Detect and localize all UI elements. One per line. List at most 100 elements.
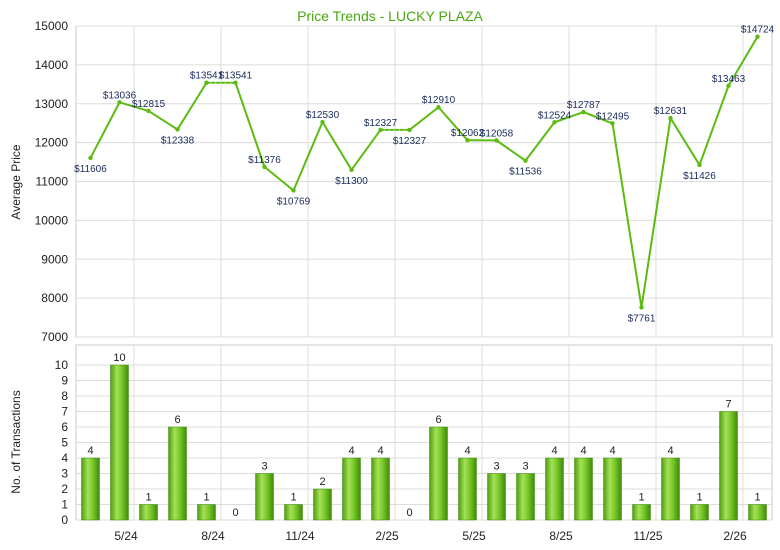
transactions-tick-label: 2 <box>61 482 68 496</box>
price-data-label: $12062 <box>451 128 485 139</box>
price-tick-label: 12000 <box>35 136 69 150</box>
price-line-segment <box>553 111 585 124</box>
chart-title: Price Trends - LUCKY PLAZA <box>297 8 483 24</box>
price-point <box>262 164 267 170</box>
price-data-label: $12530 <box>306 110 340 121</box>
transaction-bar <box>748 504 767 521</box>
transactions-tick-label: 0 <box>61 513 68 527</box>
x-tick-label: 11/24 <box>285 529 314 543</box>
price-point <box>146 108 151 114</box>
price-tick-label: 7000 <box>41 330 68 344</box>
x-tick-label: 5/24 <box>114 529 138 543</box>
transaction-bar <box>313 488 332 521</box>
price-point <box>697 162 702 168</box>
transaction-bar <box>197 504 216 521</box>
transaction-bar <box>168 426 187 521</box>
bar-value-label: 3 <box>261 461 267 473</box>
bar-value-label: 4 <box>551 445 557 457</box>
price-line-panel: 7000 8000 9000 10000 11000 12000 13000 14000 150… <box>35 19 775 344</box>
price-data-label: $12910 <box>422 95 456 106</box>
transaction-bar <box>81 457 100 521</box>
bar-value-label: 4 <box>609 445 615 457</box>
transaction-bar <box>661 457 680 521</box>
price-line-segment <box>669 117 701 166</box>
bar-value-label: 4 <box>464 445 470 457</box>
price-point <box>523 158 528 163</box>
transactions-axis-title: No. of Transactions <box>9 390 23 493</box>
price-data-label: $12787 <box>567 100 601 111</box>
price-point <box>291 188 296 193</box>
transactions-tick-label: 9 <box>61 374 68 388</box>
price-point <box>233 80 238 85</box>
bar-value-label: 6 <box>174 414 180 426</box>
price-point <box>320 119 325 125</box>
bar-value-label: 10 <box>113 352 125 364</box>
price-line-segment <box>437 106 469 142</box>
x-tick-label: 8/25 <box>549 529 573 543</box>
price-line-segment <box>292 121 324 192</box>
price-point <box>726 83 731 88</box>
transaction-bar <box>516 473 535 521</box>
price-data-label: $10769 <box>277 196 311 207</box>
price-tick-label: 15000 <box>35 19 69 33</box>
bar-value-label: 1 <box>145 492 151 504</box>
price-line-segment <box>234 81 266 168</box>
bar-value-label: 4 <box>580 445 586 457</box>
transaction-bar <box>371 457 390 521</box>
price-data-label: $11300 <box>335 176 368 187</box>
transaction-bar <box>110 364 129 521</box>
bar-value-label: 6 <box>435 414 441 426</box>
transaction-bar <box>255 473 274 521</box>
price-data-label: $13541 <box>190 71 224 82</box>
transaction-bar <box>632 504 651 521</box>
price-line-segment <box>698 84 730 166</box>
price-data-label: $12327 <box>364 118 398 129</box>
bar-value-label: 0 <box>406 507 412 519</box>
bar-value-label: 3 <box>522 461 528 473</box>
bar-value-label: 3 <box>493 461 499 473</box>
transaction-bar <box>342 457 361 521</box>
bar-value-label: 4 <box>87 445 93 457</box>
transactions-tick-label: 1 <box>61 498 68 512</box>
bar-value-label: 1 <box>290 492 296 504</box>
bar-value-label: 1 <box>638 492 644 504</box>
price-data-label: $13036 <box>103 90 137 101</box>
price-point <box>204 80 209 85</box>
price-line-segment <box>176 81 208 131</box>
price-point <box>494 138 499 143</box>
bar-value-label: 2 <box>319 476 325 488</box>
transactions-tick-label: 5 <box>61 436 68 450</box>
price-point <box>117 100 122 105</box>
transactions-tick-label: 3 <box>61 467 68 481</box>
price-line-segment <box>640 117 672 309</box>
price-data-label: $11606 <box>74 164 107 175</box>
x-tick-label: 5/25 <box>462 529 486 543</box>
price-data-label: $13463 <box>712 74 746 85</box>
price-line-segment <box>582 111 614 125</box>
bar-value-label: 7 <box>725 399 731 411</box>
price-tick-label: 8000 <box>41 291 68 305</box>
price-line-segment <box>350 128 382 171</box>
price-line-segment <box>495 139 527 162</box>
price-line-segment <box>611 122 643 309</box>
x-tick-label: 11/25 <box>633 529 662 543</box>
transaction-bar <box>429 426 448 521</box>
price-data-label: $12327 <box>393 136 427 147</box>
transaction-bar <box>574 457 593 521</box>
transaction-bar <box>284 504 303 521</box>
transactions-tick-label: 4 <box>61 451 68 465</box>
price-data-label: $12815 <box>132 99 166 110</box>
price-point <box>349 167 354 173</box>
bar-value-label: 1 <box>754 492 760 504</box>
price-line-segment <box>263 165 295 192</box>
price-point <box>175 127 180 132</box>
price-point <box>407 127 412 133</box>
price-point <box>436 105 441 110</box>
price-point <box>668 115 673 121</box>
bar-value-label: 0 <box>232 507 238 519</box>
price-tick-label: 13000 <box>35 97 69 111</box>
price-line-segment <box>524 121 556 162</box>
x-tick-label: 2/26 <box>723 529 747 543</box>
